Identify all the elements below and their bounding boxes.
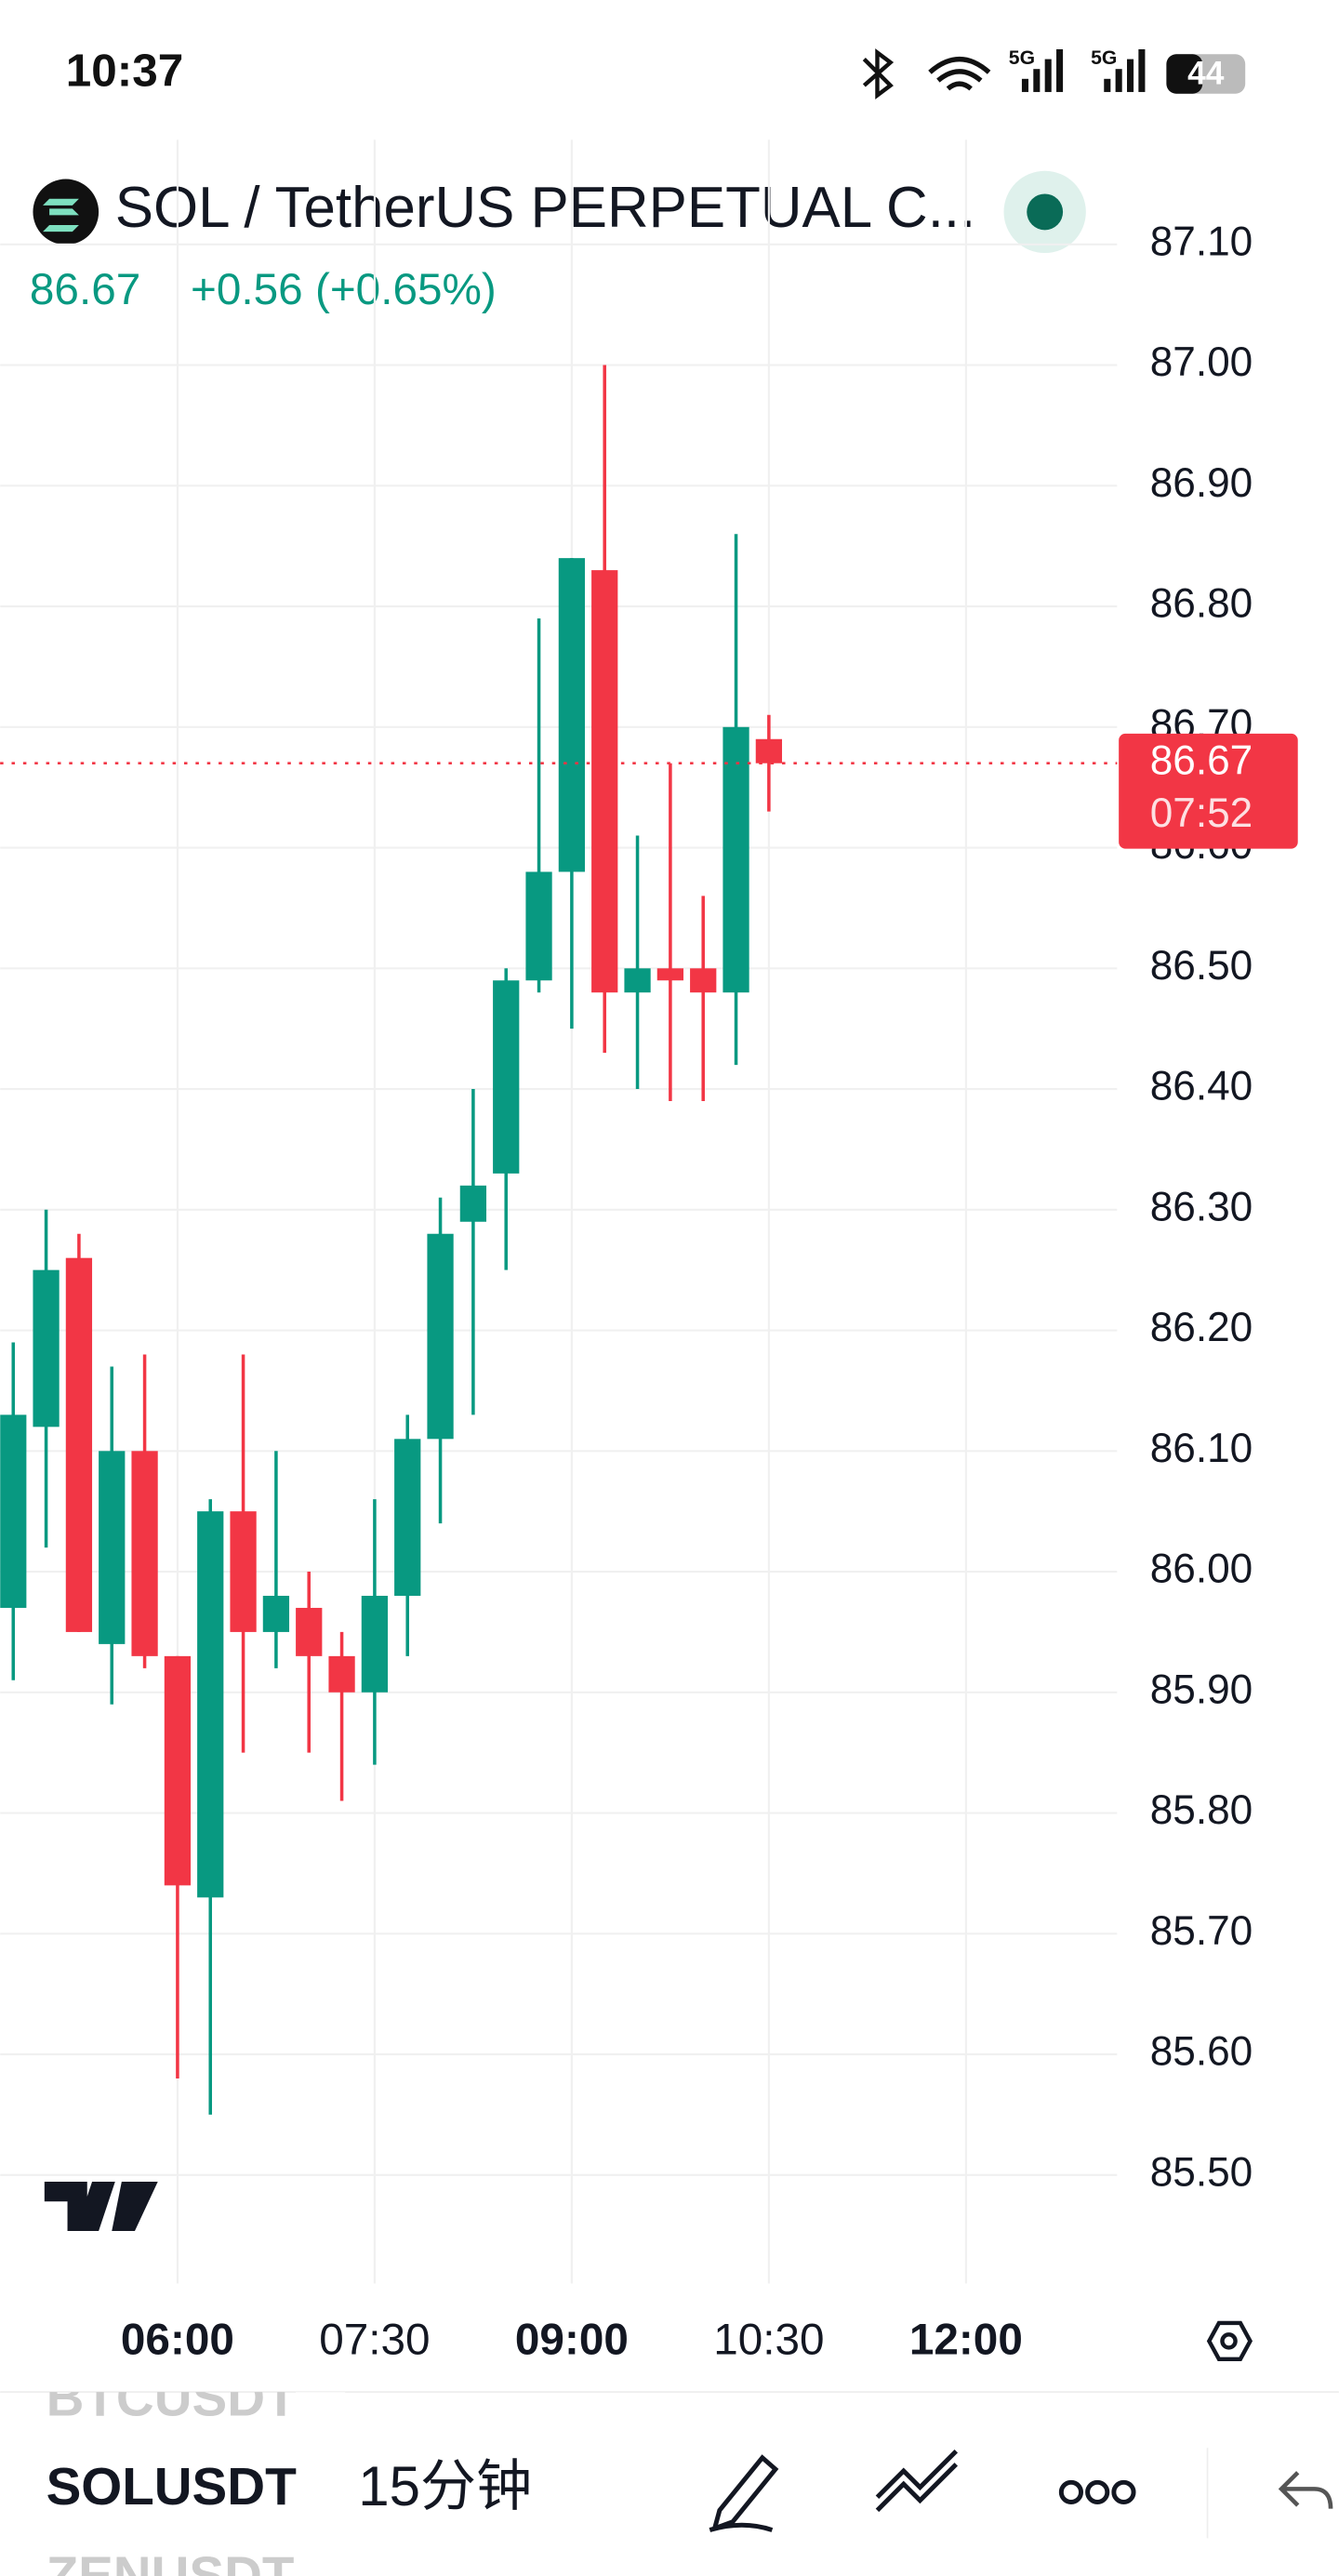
candle-body — [656, 968, 684, 981]
svg-text:5G: 5G — [1009, 47, 1035, 69]
candle-body — [33, 1269, 60, 1427]
more-icon[interactable] — [1058, 2479, 1136, 2504]
candle-body — [525, 871, 552, 981]
y-tick-label: 85.60 — [1150, 2029, 1253, 2075]
draw-icon[interactable] — [709, 2454, 779, 2532]
y-tick-label: 86.10 — [1150, 1426, 1253, 1471]
candle-body — [723, 726, 749, 993]
candle-body — [197, 1511, 224, 1898]
candle-body — [558, 558, 586, 872]
settings-center — [1220, 2332, 1238, 2350]
x-tick-label: 07:30 — [319, 2316, 430, 2365]
y-tick-label: 86.40 — [1150, 1064, 1253, 1109]
axes: 87.1087.0086.9086.8086.7086.6086.5086.40… — [0, 219, 1298, 2365]
svg-text:5G: 5G — [1091, 47, 1117, 69]
battery-level: 44 — [1187, 56, 1225, 92]
symbol-option[interactable]: ZENUSDT — [46, 2545, 295, 2576]
last-price-label: 86.67 — [1150, 737, 1253, 783]
candles — [0, 365, 783, 2115]
y-tick-label: 85.90 — [1150, 1666, 1253, 1712]
y-tick-label: 85.70 — [1150, 1908, 1253, 1954]
x-tick-label: 12:00 — [909, 2316, 1023, 2365]
tv-logo — [44, 2182, 158, 2232]
y-tick-label: 86.00 — [1150, 1547, 1253, 1592]
last-price-box — [1119, 733, 1298, 849]
candle-body — [459, 1185, 487, 1222]
back-icon[interactable] — [1278, 2471, 1333, 2509]
sol-mark — [43, 198, 79, 232]
symbol-picker[interactable]: BTCUSDT SOLUSDT ZENUSDT — [46, 2369, 346, 2576]
candle-body — [99, 1451, 126, 1644]
y-tick-label: 86.90 — [1150, 460, 1253, 506]
x-tick-label: 09:00 — [515, 2316, 629, 2365]
y-tick-label: 87.00 — [1150, 339, 1253, 385]
candle-body — [394, 1439, 421, 1596]
bar-countdown: 07:52 — [1150, 790, 1253, 836]
header-price: 86.67 — [30, 265, 140, 314]
y-tick-label: 87.10 — [1150, 219, 1253, 264]
x-tick-label: 06:00 — [121, 2316, 234, 2365]
candle-body — [690, 968, 717, 993]
status-icons: 5G 5G — [862, 47, 1246, 100]
candle-body — [328, 1655, 355, 1693]
y-tick-label: 85.80 — [1150, 1787, 1253, 1833]
header-change: +0.56 (+0.65%) — [191, 265, 497, 314]
symbol-current[interactable]: SOLUSDT — [46, 2457, 298, 2516]
candle-body — [230, 1511, 257, 1632]
interval[interactable]: 15分钟 — [358, 2455, 532, 2517]
candle-body — [361, 1595, 389, 1693]
y-tick-label: 86.50 — [1150, 943, 1253, 989]
indicator-icon[interactable] — [875, 2449, 959, 2513]
candle-body — [131, 1451, 158, 1656]
candle-body — [262, 1595, 290, 1632]
settings-icon[interactable] — [1206, 2320, 1253, 2362]
y-tick-label: 86.20 — [1150, 1305, 1253, 1350]
candle-body — [296, 1607, 323, 1656]
candle-body — [493, 980, 520, 1174]
x-tick-label: 10:30 — [713, 2316, 824, 2365]
market-dot — [1027, 193, 1064, 231]
candle-body — [624, 968, 651, 993]
candle-body — [0, 1414, 27, 1608]
grid — [0, 139, 1118, 2284]
y-tick-label: 86.80 — [1150, 581, 1253, 627]
symbol-option[interactable]: BTCUSDT — [46, 2369, 298, 2427]
candle-body — [591, 570, 618, 993]
candle-body — [755, 738, 783, 764]
candle-body — [427, 1233, 454, 1440]
candle-body — [164, 1655, 192, 1886]
symbol-title[interactable]: SOL / TetherUS PERPETUAL C... — [115, 176, 975, 240]
candle-body — [65, 1257, 93, 1632]
status-time: 10:37 — [66, 46, 183, 97]
y-tick-label: 85.50 — [1150, 2149, 1253, 2195]
y-tick-label: 86.30 — [1150, 1184, 1253, 1229]
